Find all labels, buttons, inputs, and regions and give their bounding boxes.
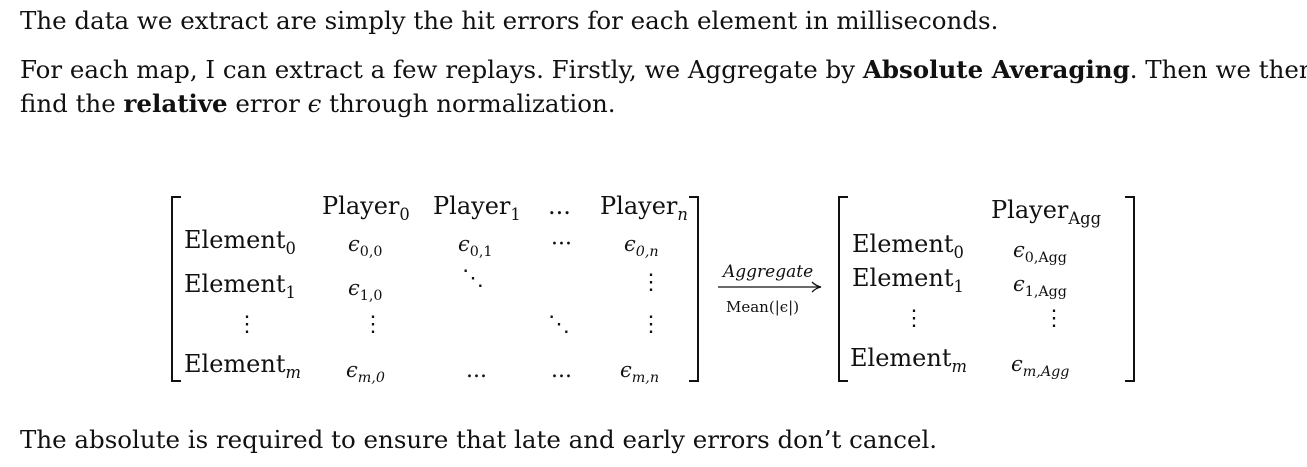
aggregate-arrow-icon <box>718 281 822 293</box>
left-cell-r1c0: ϵ1,0 <box>348 276 383 304</box>
right-row-header-vdots: ⋮ <box>903 306 925 331</box>
right-row-header-element-m: Elementm <box>850 344 967 376</box>
right-cell-r0: ϵ0,Agg <box>1013 238 1067 266</box>
left-cell-r2c3-vdots: ⋮ <box>640 312 662 337</box>
right-cell-r1: ϵ1,Agg <box>1013 272 1067 300</box>
left-cell-r3c3: ϵm,n <box>620 358 660 386</box>
left-col-header-player-0: Player0 <box>322 192 410 224</box>
p2-epsilon: ϵ <box>307 89 322 118</box>
left-col-header-player-1: Player1 <box>433 192 521 224</box>
right-row-header-element-0: Element0 <box>852 230 964 262</box>
p2-text-e: through normalization. <box>321 89 616 118</box>
left-col-header-player-n: Playern <box>600 192 688 224</box>
left-matrix-right-bracket <box>689 196 699 382</box>
left-cell-r2c0-vdots: ⋮ <box>362 312 384 337</box>
right-cell-r3: ϵm,Agg <box>1011 352 1070 380</box>
left-row-header-element-m: Elementm <box>184 350 301 382</box>
left-cell-r1c3-vdots: ⋮ <box>640 270 662 295</box>
paragraph-absolute-note: The absolute is required to ensure that … <box>20 425 938 454</box>
left-cell-r0c0: ϵ0,0 <box>348 232 383 260</box>
paragraph-aggregation: For each map, I can extract a few replay… <box>20 53 1307 121</box>
paragraph-intro: The data we extract are simply the hit e… <box>20 6 999 35</box>
left-cell-r2c2-ddots: ⋱ <box>548 312 570 337</box>
p2-bold-relative: relative <box>123 89 228 118</box>
right-matrix-right-bracket <box>1125 196 1135 382</box>
right-cell-r2-vdots: ⋮ <box>1043 306 1065 331</box>
left-col-header-ellipsis: ... <box>548 192 571 220</box>
left-cell-r0c3: ϵ0,n <box>624 232 659 260</box>
left-row-header-element-0: Element0 <box>184 226 296 258</box>
right-matrix-left-bracket <box>838 196 848 382</box>
left-cell-r3c0: ϵm,0 <box>346 358 385 386</box>
right-row-header-element-1: Element1 <box>852 264 964 296</box>
left-cell-r0c1: ϵ0,1 <box>458 232 493 260</box>
left-row-header-vdots: ⋮ <box>236 312 258 337</box>
p2-text-a: For each map, I can extract a few replay… <box>20 55 863 84</box>
right-col-header-player-agg: PlayerAgg <box>991 196 1102 228</box>
left-cell-r3c2-ldots: ... <box>551 358 572 383</box>
left-cell-r3c1-ldots: ... <box>466 358 487 383</box>
arrow-top-label: Aggregate <box>723 262 814 282</box>
left-cell-r1c1-ddots: ⋱ <box>462 266 484 291</box>
left-matrix-left-bracket <box>171 196 181 382</box>
left-row-header-element-1: Element1 <box>184 270 296 302</box>
arrow-bottom-label: Mean(|ϵ|) <box>726 298 800 316</box>
p2-text-d: error <box>227 89 308 118</box>
p2-text-b: . Then we then <box>1129 55 1307 84</box>
p2-bold-absolute-averaging: Absolute Averaging <box>862 55 1130 84</box>
left-cell-r0c2-cdots: ··· <box>551 232 572 257</box>
p2-text-c: find the <box>20 89 124 118</box>
